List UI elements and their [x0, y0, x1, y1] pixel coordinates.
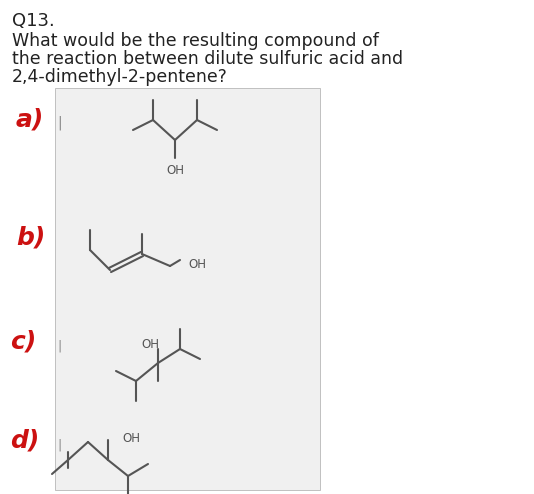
Text: |: | — [57, 438, 61, 451]
FancyBboxPatch shape — [55, 88, 320, 490]
Text: |: | — [57, 115, 61, 129]
Text: OH: OH — [188, 257, 206, 271]
Text: OH: OH — [122, 431, 140, 445]
Text: the reaction between dilute sulfuric acid and: the reaction between dilute sulfuric aci… — [12, 50, 403, 68]
Text: 2,4-dimethyl-2-pentene?: 2,4-dimethyl-2-pentene? — [12, 68, 228, 86]
Text: c): c) — [10, 330, 36, 354]
Text: d): d) — [10, 428, 40, 452]
Text: |: | — [57, 340, 61, 353]
Text: a): a) — [16, 108, 44, 132]
Text: OH: OH — [166, 164, 184, 176]
Text: Q13.: Q13. — [12, 12, 55, 30]
Text: What would be the resulting compound of: What would be the resulting compound of — [12, 32, 379, 50]
Text: OH: OH — [141, 338, 159, 352]
Text: b): b) — [16, 225, 45, 249]
